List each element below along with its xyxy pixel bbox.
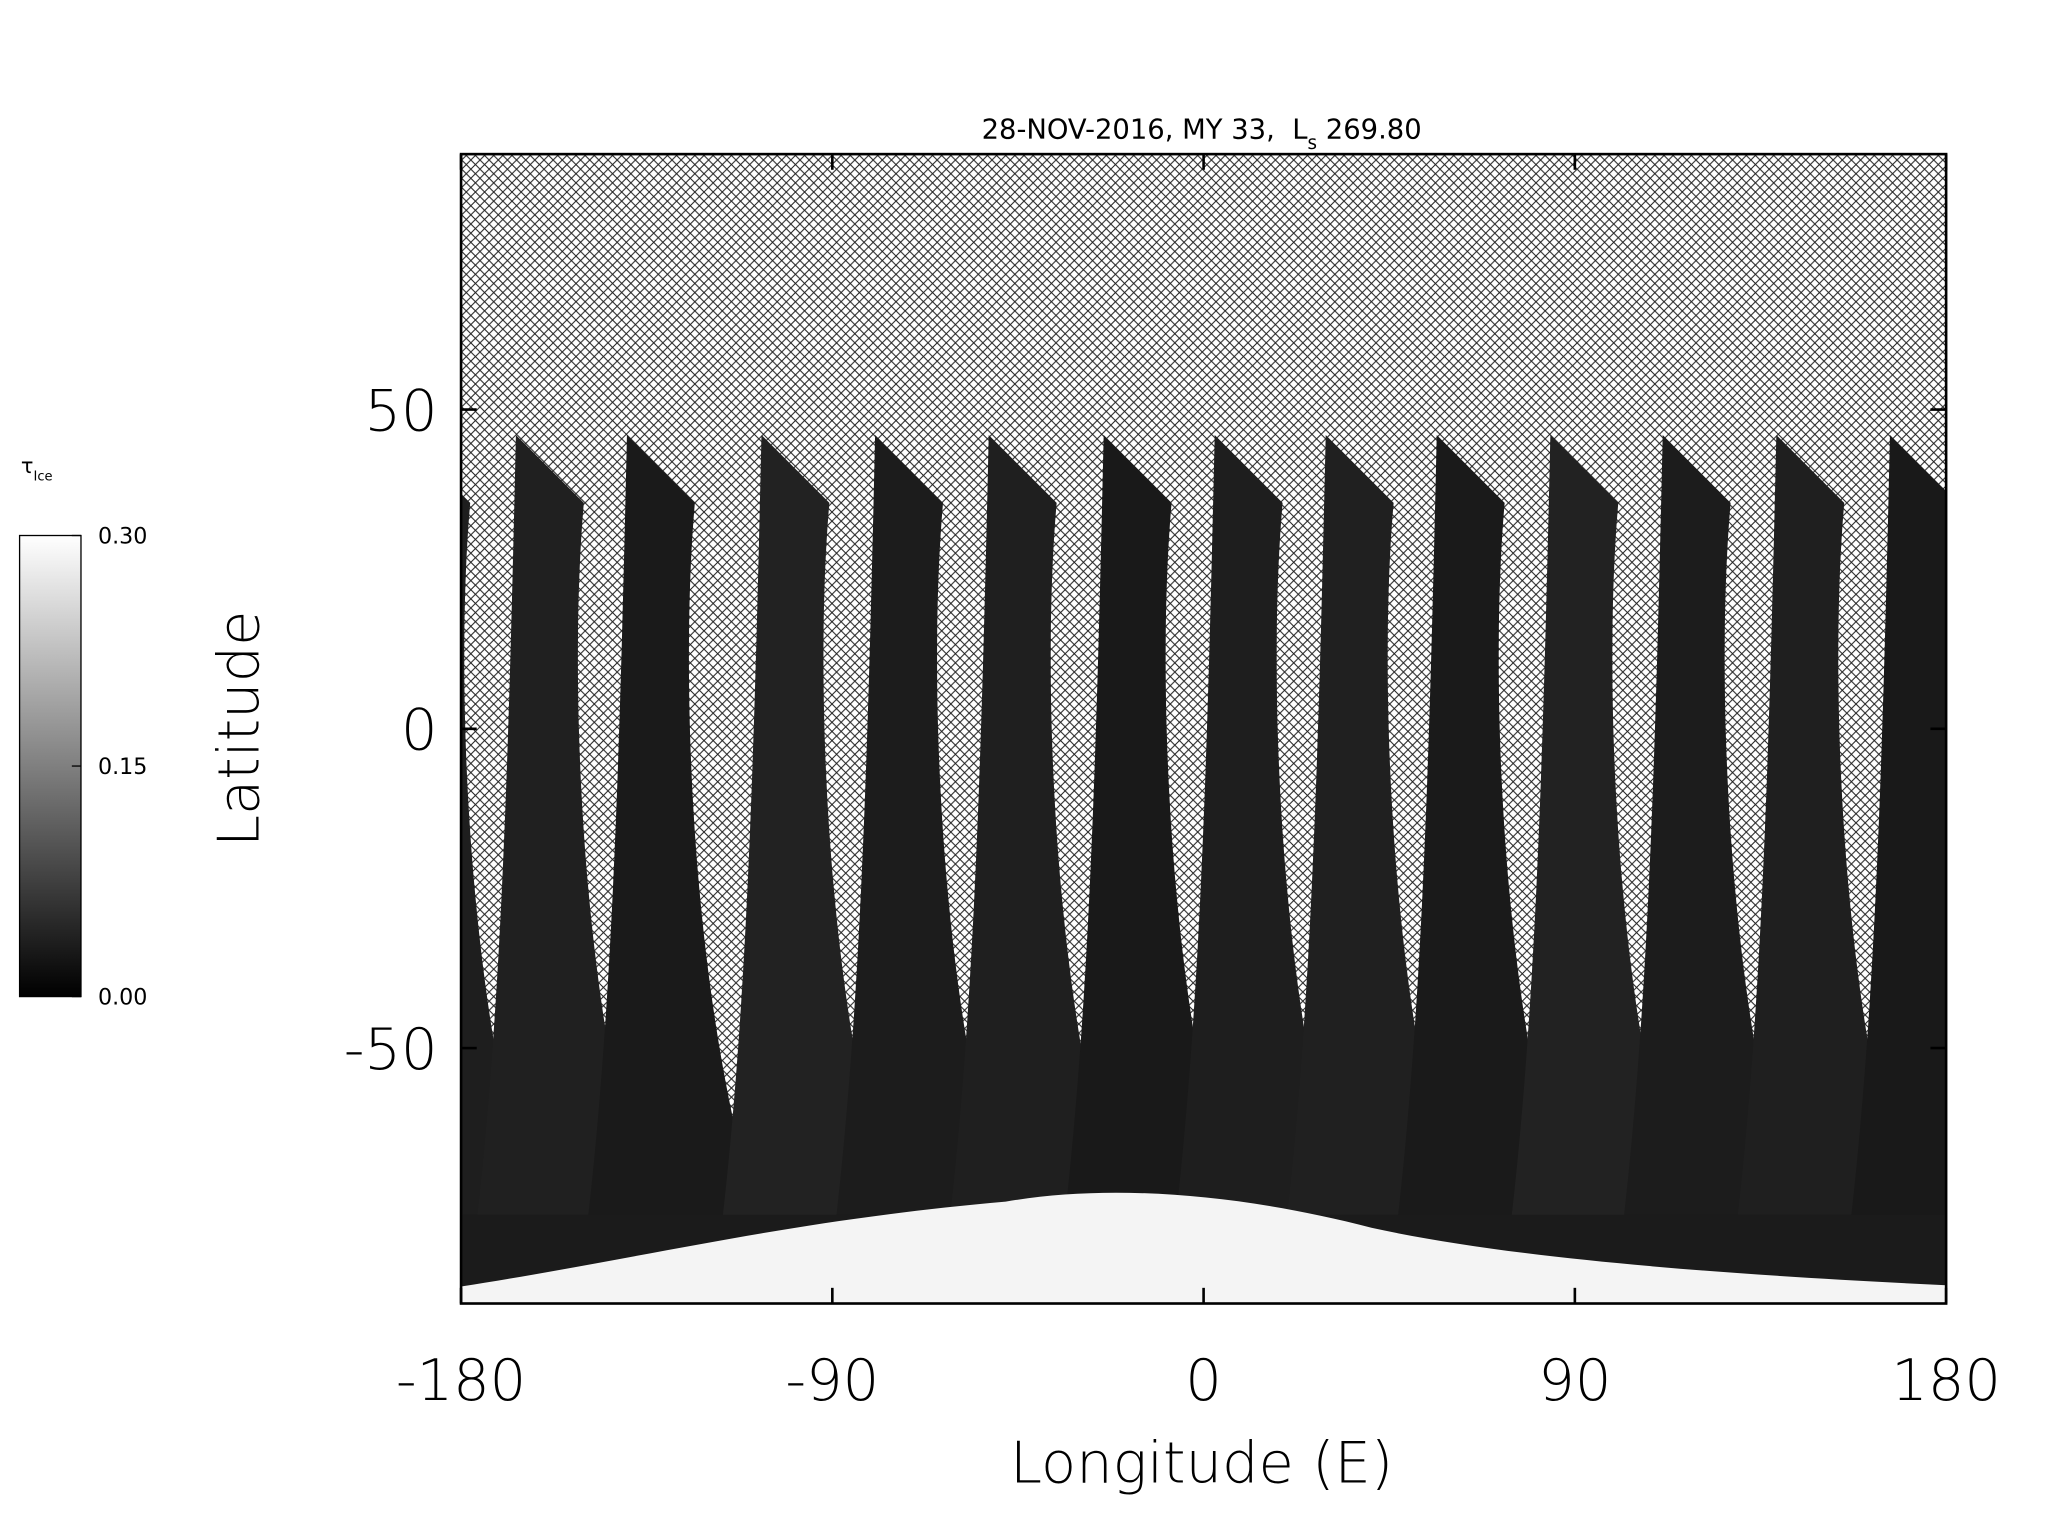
colorbar-subscript: Ice [33, 470, 52, 485]
swath [1504, 434, 1675, 1274]
swath [1844, 434, 1947, 1274]
swath [715, 434, 886, 1274]
swath [461, 493, 527, 1274]
colorbar [18, 534, 82, 998]
y-tick-label: 50 [364, 377, 437, 444]
map-area [461, 154, 1947, 1304]
swath [943, 434, 1113, 1274]
swath [829, 434, 1000, 1274]
x-tick-label: -90 [785, 1347, 879, 1414]
polar-cap [461, 1192, 1947, 1304]
swath [581, 434, 752, 1274]
title-text: 28-NOV-2016, MY 33, L [982, 114, 1309, 145]
swath [470, 434, 640, 1274]
swath [1057, 434, 1228, 1274]
x-tick-label: -180 [396, 1347, 526, 1414]
swath [1616, 434, 1787, 1274]
swath [1168, 434, 1339, 1274]
colorbar-tick-label: 0.00 [98, 984, 147, 1010]
x-tick-label: 90 [1538, 1347, 1611, 1414]
x-tick-label: 180 [1891, 1347, 2001, 1414]
x-tick-label: 0 [1185, 1347, 1222, 1414]
colorbar-tick-label: 0.15 [98, 754, 147, 780]
colorbar-symbol: τ [21, 454, 34, 478]
swath [1391, 434, 1561, 1274]
title-subscript: s [1308, 133, 1318, 154]
swath [1280, 434, 1450, 1274]
y-tick-label: 0 [401, 697, 438, 764]
y-tick-label: -50 [344, 1016, 438, 1083]
chart-title: 28-NOV-2016, MY 33, Ls 269.80 [982, 114, 1422, 153]
y-axis-label: Latitude [206, 611, 273, 847]
x-axis-label: Longitude (E) [1010, 1429, 1393, 1496]
swath [1730, 434, 1901, 1274]
colorbar-tick-label: 0.30 [98, 523, 147, 549]
colorbar-label: τIce [21, 454, 53, 485]
title-value: 269.80 [1317, 114, 1422, 145]
